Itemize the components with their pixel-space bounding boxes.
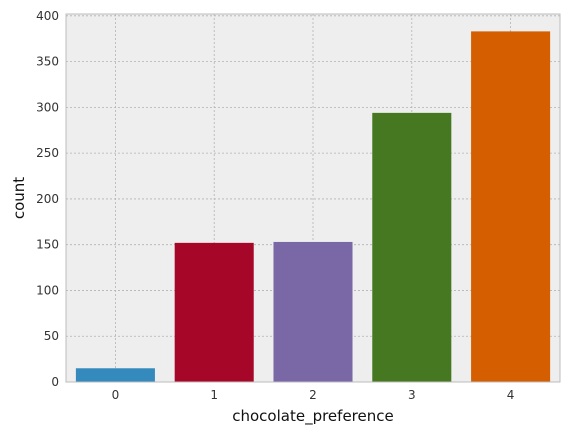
bar-2 [273,241,353,382]
x-tick-labels: 0 1 2 3 4 [112,388,515,402]
y-tick-label: 150 [36,238,59,252]
bars [75,31,551,383]
bar-3 [372,112,452,383]
y-tick-label: 100 [36,283,59,297]
y-tick-label: 0 [51,375,59,389]
bar-4 [471,31,551,382]
y-axis-label: count [10,177,28,219]
x-axis-label: chocolate_preference [232,407,393,426]
y-tick-label: 300 [36,100,59,114]
x-tick-label: 0 [112,388,120,402]
x-tick-label: 4 [507,388,515,402]
y-tick-label: 400 [36,9,59,23]
y-tick-label: 50 [44,329,59,343]
y-tick-label: 200 [36,192,59,206]
y-tick-label: 350 [36,55,59,69]
plot-frame [65,13,561,383]
x-tick-label: 1 [210,388,218,402]
y-tick-label: 250 [36,146,59,160]
x-tick-label: 2 [309,388,317,402]
bar-0 [75,368,155,382]
y-tick-labels: 0 50 100 150 200 250 300 350 400 [36,9,59,389]
x-tick-label: 3 [408,388,416,402]
bar-1 [174,242,254,382]
